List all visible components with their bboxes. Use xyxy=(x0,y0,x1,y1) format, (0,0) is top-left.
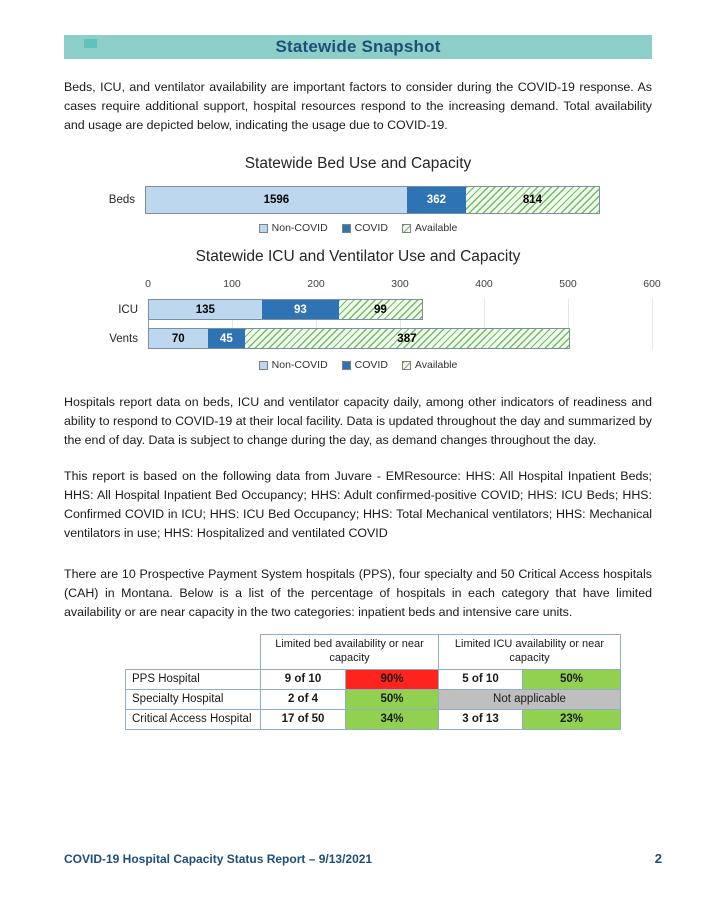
legend-item: Non-COVID xyxy=(258,359,328,371)
chart-title: Statewide Bed Use and Capacity xyxy=(244,155,472,172)
legend-label: COVID xyxy=(354,359,388,371)
x-axis-tick-label: 300 xyxy=(391,278,409,290)
chart-plot-area: Beds 1596 362 814 xyxy=(64,186,600,214)
legend-swatch-available xyxy=(401,360,411,370)
stacked-bar: 70 45 387 xyxy=(148,328,570,349)
legend-label: COVID xyxy=(354,222,388,234)
gridline xyxy=(232,299,233,349)
chart-title: Statewide ICU and Ventilator Use and Cap… xyxy=(195,248,521,265)
x-axis-tick-label: 0 xyxy=(145,278,151,290)
data-sources-paragraph: This report is based on the following da… xyxy=(64,469,652,540)
chart-plot-area: 0 100 200 300 400 500 600 ICU 135 93 99 Vents 70 45 3… xyxy=(64,278,661,349)
page-footer: COVID-19 Hospital Capacity Status Report… xyxy=(64,851,662,866)
gridline xyxy=(316,299,317,349)
icu-not-applicable: Not applicable xyxy=(438,688,621,710)
bed-percentage: 90% xyxy=(345,668,439,690)
bed-count: 9 of 10 xyxy=(260,668,346,690)
icu-count: 3 of 13 xyxy=(438,708,523,730)
x-axis-tick-label: 600 xyxy=(643,278,661,290)
legend-swatch-non-covid xyxy=(258,223,268,233)
bed-use-chart: Statewide Bed Use and Capacity Beds 1596 3… xyxy=(64,155,652,234)
bar-segment-available: 99 xyxy=(339,300,422,319)
x-axis-tick-label: 200 xyxy=(307,278,325,290)
icu-count: 5 of 10 xyxy=(438,668,523,690)
bar-segment-covid: 45 xyxy=(207,329,246,348)
bar-segment-non-covid: 70 xyxy=(149,329,208,348)
gridline xyxy=(568,299,569,349)
hospital-capacity-table: Limited bed availability or near capacit… xyxy=(125,634,621,730)
bar-row-beds: Beds 1596 362 814 xyxy=(64,186,600,214)
bed-availability-header: Limited bed availability or near capacit… xyxy=(260,634,439,670)
legend-item: Non-COVID xyxy=(258,222,328,234)
bed-count: 2 of 4 xyxy=(260,688,346,710)
bar-category-label: ICU xyxy=(118,303,138,316)
legend-item: COVID xyxy=(341,222,388,234)
x-axis: 0 100 200 300 400 500 600 xyxy=(145,278,661,291)
page-title: Statewide Snapshot xyxy=(275,37,441,56)
gridline xyxy=(652,299,653,349)
icu-availability-header: Limited ICU availability or near capacit… xyxy=(438,634,621,670)
stacked-bar: 1596 362 814 xyxy=(145,186,600,214)
chart-gridlines xyxy=(148,299,653,349)
bed-percentage: 34% xyxy=(345,708,439,730)
legend-item: COVID xyxy=(341,359,388,371)
row-label: Specialty Hospital xyxy=(125,688,261,710)
bar-segment-covid: 93 xyxy=(261,300,340,319)
stacked-bar: 135 93 99 xyxy=(148,299,423,320)
section-banner: Statewide Snapshot xyxy=(64,35,652,59)
legend-item: Available xyxy=(401,359,458,371)
gridline xyxy=(148,299,149,349)
legend-swatch-covid xyxy=(341,223,351,233)
bar-segment-available: 387 xyxy=(245,329,569,348)
row-label: PPS Hospital xyxy=(125,668,261,690)
chart-legend: Non-COVID COVID Available xyxy=(64,359,652,371)
report-title: COVID-19 Hospital Capacity Status Report… xyxy=(64,852,373,866)
bar-track: 1596 362 814 xyxy=(145,186,600,214)
legend-item: Available xyxy=(401,222,458,234)
table-corner-cell xyxy=(126,635,261,670)
bed-count: 17 of 50 xyxy=(260,708,346,730)
chart-legend: Non-COVID COVID Available xyxy=(64,222,652,234)
legend-swatch-available xyxy=(401,223,411,233)
table-row-pps: PPS Hospital 9 of 10 90% 5 of 10 50% xyxy=(125,668,621,690)
gridline xyxy=(400,299,401,349)
x-axis-tick-label: 500 xyxy=(559,278,577,290)
bar-row-icu: ICU 135 93 99 xyxy=(64,299,652,320)
bar-row-vents: Vents 70 45 387 xyxy=(64,328,652,349)
table-row-critical-access: Critical Access Hospital 17 of 50 34% 3 … xyxy=(125,708,621,730)
bar-category-label: Beds xyxy=(108,194,135,206)
hospital-categories-paragraph: There are 10 Prospective Payment System … xyxy=(64,567,652,619)
page-edge-mark xyxy=(84,39,97,48)
bar-segment-available: 814 xyxy=(465,187,599,213)
legend-swatch-non-covid xyxy=(258,360,268,370)
row-label: Critical Access Hospital xyxy=(125,708,261,730)
legend-label: Available xyxy=(414,222,458,234)
gridline xyxy=(484,299,485,349)
bar-track: 70 45 387 xyxy=(148,328,652,349)
x-axis-tick-label: 100 xyxy=(223,278,241,290)
table-row-specialty: Specialty Hospital 2 of 4 50% Not applic… xyxy=(125,688,621,710)
page-number: 2 xyxy=(654,851,662,866)
intro-paragraph: Beds, ICU, and ventilator availability a… xyxy=(64,80,652,132)
reporting-paragraph: Hospitals report data on beds, ICU and v… xyxy=(64,395,652,447)
bar-segment-covid: 362 xyxy=(406,187,466,213)
x-axis-tick-label: 400 xyxy=(475,278,493,290)
icu-percentage: 50% xyxy=(522,668,621,690)
table-header-row: Limited bed availability or near capacit… xyxy=(126,634,621,670)
bar-category-label: Vents xyxy=(109,332,138,345)
bed-percentage: 50% xyxy=(345,688,439,710)
icu-ventilator-chart: Statewide ICU and Ventilator Use and Cap… xyxy=(64,248,661,371)
icu-percentage: 23% xyxy=(522,708,621,730)
legend-label: Available xyxy=(414,359,458,371)
legend-label: Non-COVID xyxy=(271,359,328,371)
legend-swatch-covid xyxy=(341,360,351,370)
legend-label: Non-COVID xyxy=(271,222,328,234)
bar-track: 135 93 99 xyxy=(148,299,652,320)
bar-segment-non-covid: 1596 xyxy=(146,187,407,213)
bar-segment-non-covid: 135 xyxy=(149,300,262,319)
